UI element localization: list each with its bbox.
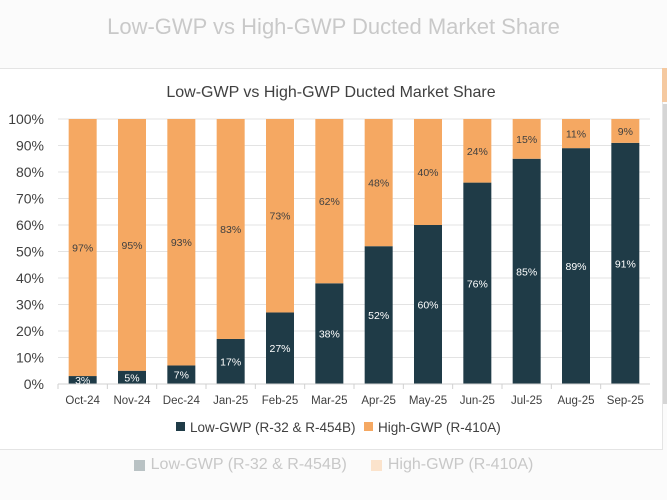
- legend-swatch: [364, 422, 373, 431]
- legend-swatch-high: [370, 459, 382, 471]
- bar-low-gwp: [118, 370, 146, 384]
- data-label: 85%: [516, 266, 537, 278]
- legend-label: Low-GWP (R-32 & R-454B): [150, 456, 347, 473]
- x-tick-label: Jan-25: [213, 395, 248, 407]
- bar-low-gwp: [562, 148, 590, 384]
- data-label: 62%: [319, 196, 340, 208]
- data-label: 97%: [72, 243, 93, 255]
- chart-title: Low-GWP vs High-GWP Ducted Market Share: [166, 84, 495, 101]
- y-tick-label: 90%: [16, 138, 44, 154]
- x-tick-label: Apr-25: [361, 395, 396, 407]
- bar-high-gwp: [463, 119, 492, 183]
- x-tick-label: Jun-25: [460, 395, 495, 407]
- data-label: 89%: [565, 261, 586, 273]
- bar-low-gwp: [611, 142, 640, 384]
- y-tick-label: 10%: [16, 350, 44, 366]
- legend-swatch-low: [133, 459, 145, 471]
- data-label: 73%: [269, 211, 290, 223]
- background-legend: Low-GWP (R-32 & R-454B) High-GWP (R-410A…: [0, 456, 667, 474]
- x-tick-label: Feb-25: [262, 395, 298, 407]
- data-label: 52%: [368, 310, 389, 322]
- legend-swatch: [176, 422, 185, 431]
- y-tick-label: 80%: [16, 164, 44, 180]
- bar-low-gwp: [167, 365, 196, 384]
- bar-high-gwp: [167, 119, 196, 366]
- data-label: 40%: [417, 167, 438, 179]
- data-label: 27%: [269, 343, 290, 355]
- bar-low-gwp: [315, 283, 344, 384]
- legend-label: High-GWP (R-410A): [387, 456, 534, 473]
- stacked-bar-chart: Low-GWP vs High-GWP Ducted Market Share 0…: [8, 84, 650, 435]
- data-label: 5%: [124, 372, 139, 384]
- data-label: 76%: [467, 278, 488, 290]
- y-tick-label: 50%: [16, 244, 44, 260]
- data-label: 83%: [220, 224, 241, 236]
- x-tick-label: Aug-25: [557, 395, 594, 407]
- chart-card: Low-GWP vs High-GWP Ducted Market Share 0…: [0, 68, 663, 450]
- side-accent: [662, 68, 667, 102]
- bar-high-gwp: [118, 119, 146, 371]
- y-tick-label: 20%: [16, 323, 44, 339]
- data-label: 91%: [615, 258, 636, 270]
- bar-high-gwp: [364, 119, 393, 247]
- x-tick-label: Jul-25: [511, 395, 542, 407]
- y-tick-label: 60%: [16, 217, 44, 233]
- bar-high-gwp: [611, 119, 640, 143]
- x-tick-label: Oct-24: [65, 395, 100, 407]
- bar-low-gwp: [512, 158, 541, 384]
- bar-low-gwp: [463, 182, 492, 384]
- bar-high-gwp: [562, 119, 590, 149]
- data-label: 3%: [75, 375, 90, 387]
- data-label: 24%: [467, 146, 488, 158]
- data-label: 9%: [618, 126, 633, 138]
- y-tick-label: 30%: [16, 297, 44, 313]
- bar-low-gwp: [68, 376, 97, 384]
- y-tick-label: 0%: [24, 376, 44, 392]
- x-tick-label: Nov-24: [113, 395, 151, 407]
- background-legend-low: Low-GWP (R-32 & R-454B): [133, 456, 347, 474]
- legend-label: High-GWP (R-410A): [378, 420, 501, 435]
- y-tick-label: 100%: [8, 111, 44, 127]
- scrollbar[interactable]: [663, 104, 667, 404]
- data-label: 15%: [516, 134, 537, 146]
- x-tick-label: May-25: [409, 395, 447, 407]
- y-tick-label: 70%: [16, 191, 44, 207]
- bar-low-gwp: [216, 338, 245, 384]
- y-tick-label: 40%: [16, 270, 44, 286]
- data-label: 38%: [319, 329, 340, 341]
- data-label: 60%: [417, 300, 438, 312]
- background-title: Low-GWP vs High-GWP Ducted Market Share: [107, 14, 560, 39]
- bar-low-gwp: [266, 312, 294, 384]
- bar-high-gwp: [68, 119, 97, 377]
- bar-high-gwp: [414, 119, 442, 225]
- x-tick-label: Mar-25: [311, 395, 347, 407]
- bar-low-gwp: [364, 246, 393, 384]
- bar-high-gwp: [266, 119, 294, 313]
- data-label: 93%: [171, 237, 192, 249]
- x-tick-label: Dec-24: [163, 395, 201, 407]
- bar-high-gwp: [315, 119, 344, 284]
- data-label: 48%: [368, 178, 389, 190]
- data-label: 17%: [220, 356, 241, 368]
- bar-low-gwp: [414, 225, 442, 384]
- bar-high-gwp: [512, 119, 541, 159]
- data-label: 95%: [121, 240, 142, 252]
- background-legend-high: High-GWP (R-410A): [370, 456, 534, 474]
- bar-high-gwp: [216, 119, 245, 339]
- legend-label: Low-GWP (R-32 & R-454B): [190, 420, 356, 435]
- data-label: 7%: [174, 370, 189, 382]
- x-tick-label: Sep-25: [607, 395, 644, 407]
- data-label: 11%: [566, 129, 586, 141]
